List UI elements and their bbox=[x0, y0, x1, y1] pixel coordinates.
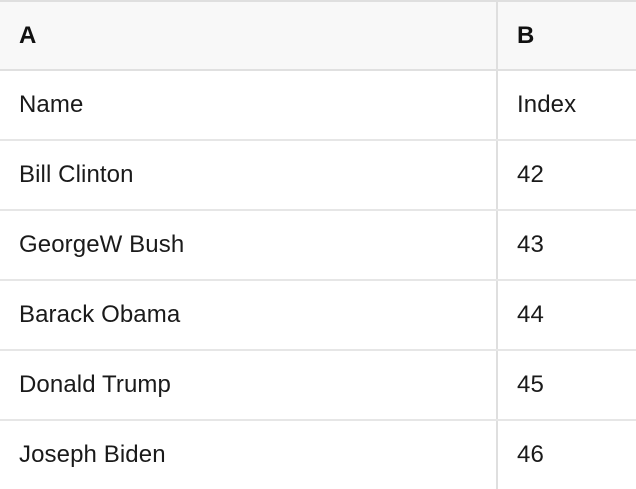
table-row: Bill Clinton 42 bbox=[0, 140, 636, 211]
cell-a3-name[interactable]: GeorgeW Bush bbox=[0, 210, 497, 281]
table-row: Barack Obama 44 bbox=[0, 280, 636, 351]
cell-b6-index[interactable]: 46 bbox=[496, 420, 636, 489]
cell-b1-index-label[interactable]: Index bbox=[496, 70, 636, 141]
cell-a5-name[interactable]: Donald Trump bbox=[0, 350, 497, 421]
column-header-row: A B bbox=[0, 0, 636, 71]
cell-a6-name[interactable]: Joseph Biden bbox=[0, 420, 497, 489]
table-row: Donald Trump 45 bbox=[0, 350, 636, 421]
cell-a2-name[interactable]: Bill Clinton bbox=[0, 140, 497, 211]
column-header-a[interactable]: A bbox=[0, 0, 497, 71]
cell-a1-name-label[interactable]: Name bbox=[0, 70, 497, 141]
cell-b2-index[interactable]: 42 bbox=[496, 140, 636, 211]
cell-b4-index[interactable]: 44 bbox=[496, 280, 636, 351]
table-row: Name Index bbox=[0, 70, 636, 141]
cell-a4-name[interactable]: Barack Obama bbox=[0, 280, 497, 351]
table-row: Joseph Biden 46 bbox=[0, 420, 636, 489]
column-header-b[interactable]: B bbox=[496, 0, 636, 71]
cell-b5-index[interactable]: 45 bbox=[496, 350, 636, 421]
cell-b3-index[interactable]: 43 bbox=[496, 210, 636, 281]
table-row: GeorgeW Bush 43 bbox=[0, 210, 636, 281]
